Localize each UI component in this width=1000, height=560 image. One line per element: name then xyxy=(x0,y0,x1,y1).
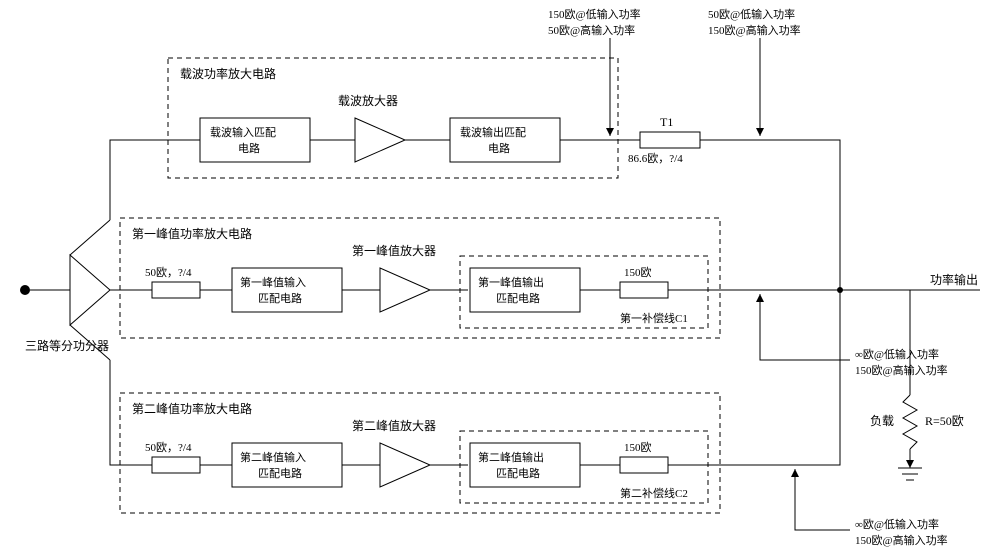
peak2-branch: 第二峰值功率放大电路 50欧，?/4 第二峰值输入 匹配电路 第二峰值放大器 第… xyxy=(110,290,840,513)
svg-text:50欧，?/4: 50欧，?/4 xyxy=(145,266,192,279)
t1-name: T1 xyxy=(660,115,673,129)
carrier-group-label: 载波功率放大电路 xyxy=(180,66,276,81)
svg-text:50欧@低输入功率: 50欧@低输入功率 xyxy=(708,7,795,21)
svg-text:第一峰值输入: 第一峰值输入 xyxy=(240,275,306,289)
load-value: R=50欧 xyxy=(925,414,964,428)
peak1-group-label: 第一峰值功率放大电路 xyxy=(132,226,252,241)
svg-text:电路: 电路 xyxy=(488,142,510,155)
peak2-amp xyxy=(380,443,430,487)
peak2-group-label: 第二峰值功率放大电路 xyxy=(132,401,252,416)
svg-text:∞欧@低输入功率: ∞欧@低输入功率 xyxy=(855,347,939,361)
load-label: 负载 xyxy=(870,414,894,428)
peak1-node-annot: ∞欧@低输入功率 150欧@高输入功率 xyxy=(756,294,948,377)
svg-text:第一峰值输出: 第一峰值输出 xyxy=(478,275,544,289)
svg-text:50欧@高输入功率: 50欧@高输入功率 xyxy=(548,23,635,37)
svg-text:∞欧@低输入功率: ∞欧@低输入功率 xyxy=(855,517,939,531)
carrier-amp-label: 载波放大器 xyxy=(338,93,398,108)
carrier-input-match-l1: 载波输入匹配 xyxy=(210,125,276,139)
peak2-input-match xyxy=(232,443,342,487)
peak1-input-match xyxy=(232,268,342,312)
input-node xyxy=(20,285,30,295)
svg-text:载波输出匹配: 载波输出匹配 xyxy=(460,125,526,139)
peak2-pre-line xyxy=(152,457,200,473)
peak1-comp-line xyxy=(620,282,668,298)
svg-text:150欧@高输入功率: 150欧@高输入功率 xyxy=(855,363,948,377)
carrier-output-match xyxy=(450,118,560,162)
svg-text:第二峰值输出: 第二峰值输出 xyxy=(478,450,544,464)
splitter-label: 三路等分功分器 xyxy=(25,338,109,353)
svg-text:匹配电路: 匹配电路 xyxy=(496,467,540,480)
peak1-pre-line xyxy=(152,282,200,298)
peak1-output-match xyxy=(470,268,580,312)
peak2-output-match xyxy=(470,443,580,487)
svg-text:150欧@高输入功率: 150欧@高输入功率 xyxy=(708,23,801,37)
svg-text:匹配电路: 匹配电路 xyxy=(258,292,302,305)
svg-text:150欧: 150欧 xyxy=(624,266,652,279)
svg-text:匹配电路: 匹配电路 xyxy=(258,467,302,480)
svg-text:150欧@低输入功率: 150欧@低输入功率 xyxy=(548,7,641,21)
t1-spec: 86.6欧，?/4 xyxy=(628,152,683,165)
svg-text:载波输入匹配: 载波输入匹配 xyxy=(210,125,276,139)
svg-text:第二补偿线C2: 第二补偿线C2 xyxy=(620,486,688,500)
peak2-node-annot: ∞欧@低输入功率 150欧@高输入功率 xyxy=(791,469,948,547)
peak2-comp-line xyxy=(620,457,668,473)
t1-right-annot: 50欧@低输入功率 150欧@高输入功率 xyxy=(708,7,801,136)
t1-left-annot: 150欧@低输入功率 50欧@高输入功率 xyxy=(548,7,641,136)
svg-text:50欧，?/4: 50欧，?/4 xyxy=(145,441,192,454)
carrier-input-match-l2: 电路 xyxy=(238,142,260,155)
carrier-branch: 载波功率放大电路 载波输入匹配 电路 载波放大器 载波输出匹配 电路 T1 86… xyxy=(110,58,840,290)
peak1-amp-label: 第一峰值放大器 xyxy=(352,243,436,258)
carrier-amp xyxy=(355,118,405,162)
svg-text:第一补偿线C1: 第一补偿线C1 xyxy=(620,311,688,325)
svg-text:150欧@高输入功率: 150欧@高输入功率 xyxy=(855,533,948,547)
output-label: 功率输出 xyxy=(930,272,978,287)
t1-line xyxy=(640,132,700,148)
peak2-amp-label: 第二峰值放大器 xyxy=(352,418,436,433)
peak1-amp xyxy=(380,268,430,312)
carrier-input-match xyxy=(200,118,310,162)
svg-text:150欧: 150欧 xyxy=(624,441,652,454)
peak1-branch: 第一峰值功率放大电路 50欧，?/4 第一峰值输入 匹配电路 第一峰值放大器 第… xyxy=(110,218,840,338)
svg-text:匹配电路: 匹配电路 xyxy=(496,292,540,305)
svg-text:第二峰值输入: 第二峰值输入 xyxy=(240,450,306,464)
